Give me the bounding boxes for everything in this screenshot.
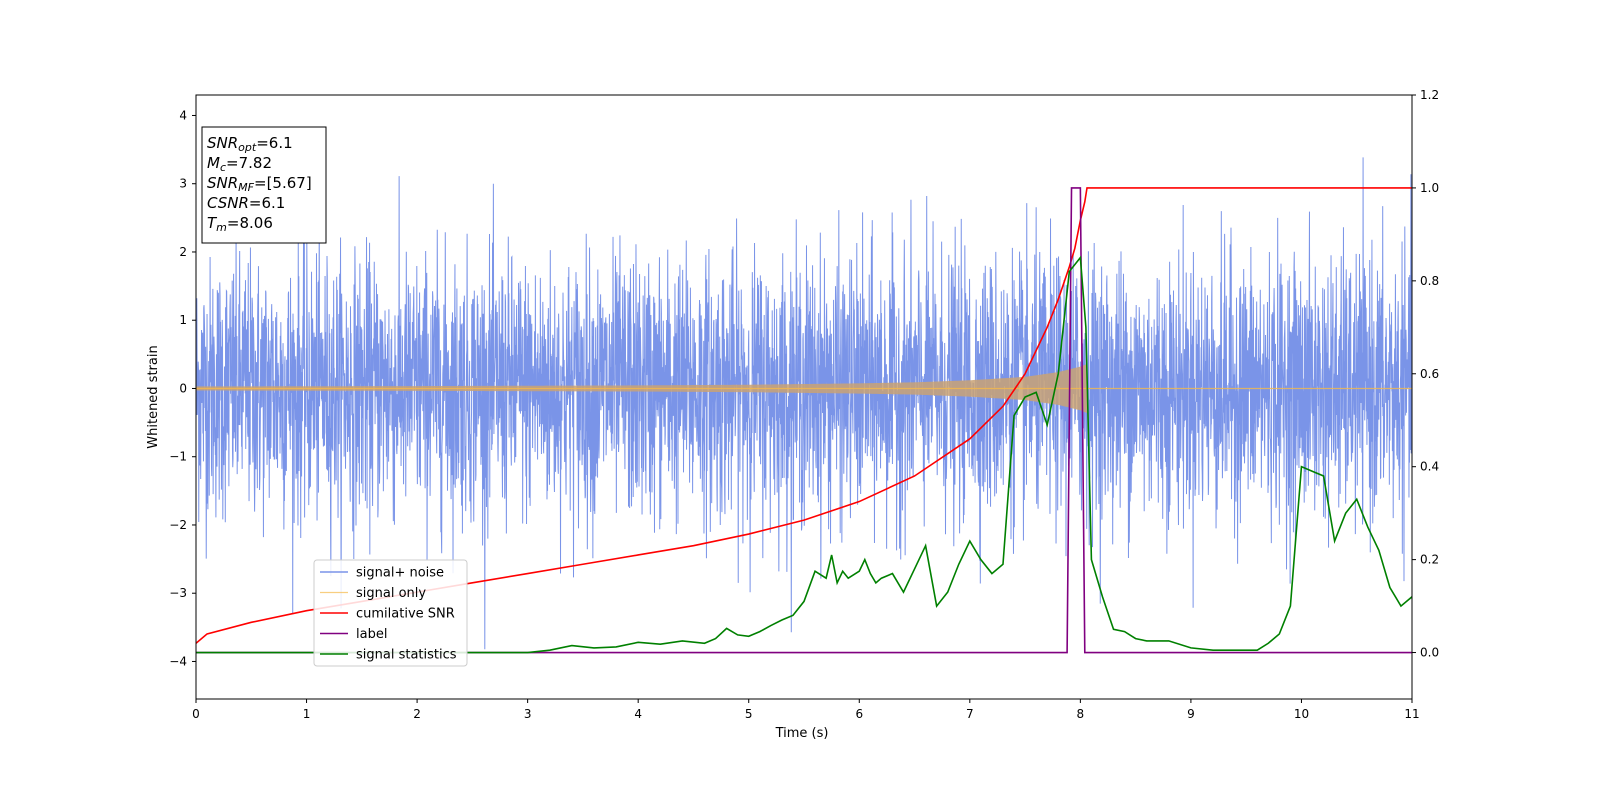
y-axis-right: 0.0 0.2 0.4 0.6 0.8 1.0 1.2 bbox=[1412, 88, 1439, 660]
annotation-line: SNRopt=6.1 bbox=[207, 134, 293, 154]
x-tick-label: 11 bbox=[1404, 707, 1419, 721]
y-right-tick-label: 0.6 bbox=[1420, 367, 1439, 381]
x-tick-label: 4 bbox=[634, 707, 642, 721]
series-line-label bbox=[196, 187, 1412, 654]
x-tick-label: 8 bbox=[1077, 707, 1085, 721]
y-right-tick-label: 1.0 bbox=[1420, 181, 1439, 195]
x-tick-label: 2 bbox=[413, 707, 421, 721]
x-tick-label: 0 bbox=[192, 707, 200, 721]
y-right-tick-label: 0.8 bbox=[1420, 274, 1439, 288]
y-right-tick-label: 0.2 bbox=[1420, 553, 1439, 567]
y-left-tick-label: 3 bbox=[179, 177, 187, 191]
y-left-tick-label: 1 bbox=[179, 313, 187, 327]
x-tick-label: 1 bbox=[303, 707, 311, 721]
legend-entry: cumilative SNR bbox=[356, 607, 455, 622]
y-axis-label: Whitened strain bbox=[146, 345, 161, 448]
x-tick-label: 7 bbox=[966, 707, 974, 721]
y-right-tick-label: 0.0 bbox=[1420, 646, 1439, 660]
x-axis-label: Time (s) bbox=[775, 726, 829, 741]
y-left-tick-label: −3 bbox=[169, 586, 187, 600]
y-left-tick-label: −4 bbox=[169, 654, 187, 668]
y-left-tick-label: −1 bbox=[169, 450, 187, 464]
y-left-tick-label: −2 bbox=[169, 518, 187, 532]
y-left-tick-label: 4 bbox=[179, 108, 187, 122]
annotation-line: Tm=8.06 bbox=[207, 214, 273, 234]
legend-entry: signal only bbox=[356, 586, 426, 601]
y-right-tick-label: 1.2 bbox=[1420, 88, 1439, 102]
annotation-line: CSNR=6.1 bbox=[207, 194, 285, 212]
y-axis-left: −4 −3 −2 −1 0 1 2 3 4 bbox=[169, 108, 196, 668]
annotation-line: SNRMF=[5.67] bbox=[207, 174, 312, 194]
legend-entry: label bbox=[356, 627, 387, 642]
x-tick-label: 5 bbox=[745, 707, 753, 721]
x-tick-label: 3 bbox=[524, 707, 532, 721]
x-tick-label: 10 bbox=[1294, 707, 1309, 721]
legend-entry: signal+ noise bbox=[356, 566, 444, 581]
x-axis: 0 1 2 3 4 5 6 7 8 9 10 11 bbox=[192, 699, 1420, 721]
x-tick-label: 9 bbox=[1187, 707, 1195, 721]
legend: signal+ noise signal only cumilative SNR la… bbox=[313, 559, 468, 667]
y-right-tick-label: 0.4 bbox=[1420, 460, 1439, 474]
series-line-signal-statistics bbox=[196, 255, 1412, 654]
annotation-line: Mc=7.82 bbox=[207, 154, 272, 174]
legend-entry: signal statistics bbox=[356, 648, 457, 663]
y-left-tick-label: 2 bbox=[179, 245, 187, 259]
plot-frame bbox=[195, 94, 1413, 700]
y-left-tick-label: 0 bbox=[179, 381, 187, 395]
x-tick-label: 6 bbox=[855, 707, 863, 721]
